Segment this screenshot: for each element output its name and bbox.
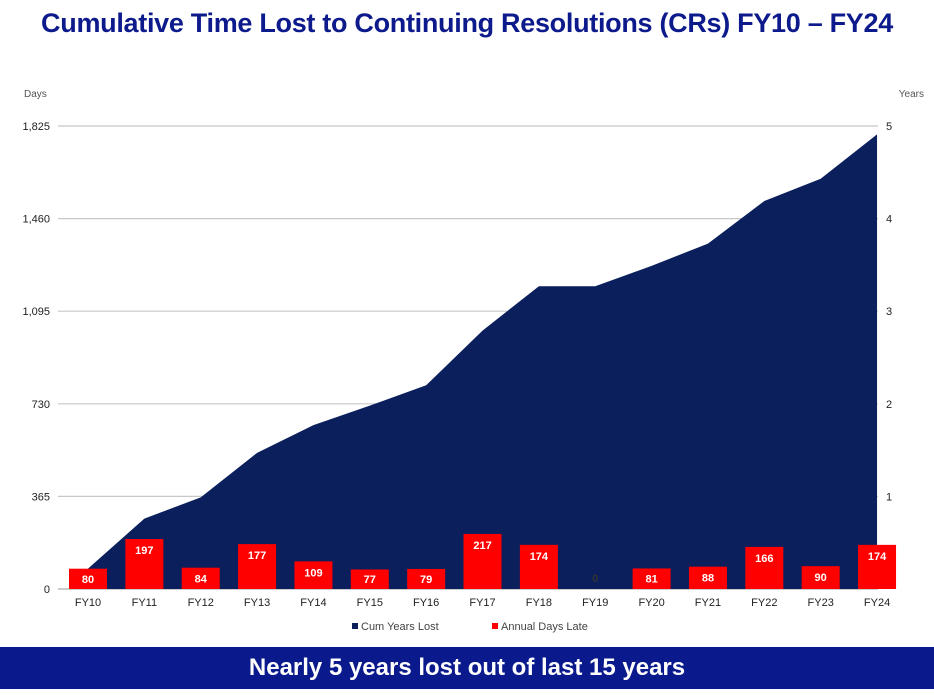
bar-value-label: 80 xyxy=(82,574,94,586)
bar-value-label: 88 xyxy=(702,573,714,585)
y-right-tick-label: 4 xyxy=(886,214,892,226)
annual-days-late-bar xyxy=(519,544,558,589)
annual-days-late-bar xyxy=(294,561,333,589)
bar-value-label: 84 xyxy=(195,573,208,585)
bar-value-label: 166 xyxy=(755,553,773,565)
annual-days-late-bar xyxy=(181,567,220,589)
summary-banner: Nearly 5 years lost out of last 15 years xyxy=(0,647,934,689)
annual-days-late-bar xyxy=(125,539,164,589)
bar-value-label: 174 xyxy=(530,551,549,563)
y-left-tick-label: 1,095 xyxy=(22,306,50,318)
annual-days-late-bar xyxy=(69,568,107,589)
bar-value-label: 81 xyxy=(645,574,657,586)
bar-value-label: 77 xyxy=(364,574,376,586)
y-right-unit-label: Years xyxy=(899,89,924,100)
x-tick-label: FY16 xyxy=(413,597,439,609)
axis-labels-layer: 1,825 1,460 1,095 730 365 0 5 4 3 2 1 FY10 FY11 FY12 F… xyxy=(22,121,892,609)
y-left-tick-label: 1,460 xyxy=(22,214,50,226)
x-tick-label: FY22 xyxy=(751,597,777,609)
bar-series-layer: 80 197 84 177 109 77 79 217 174 0 81 88 166 90 174 xyxy=(69,533,897,589)
y-right-tick-label: 2 xyxy=(886,399,892,411)
bar-value-label: 197 xyxy=(135,545,153,557)
legend-label-bar: Annual Days Late xyxy=(501,621,588,633)
bar-value-label: 217 xyxy=(473,540,491,552)
annual-days-late-bar xyxy=(238,544,277,589)
legend-swatch-area xyxy=(352,623,358,629)
x-tick-label: FY15 xyxy=(357,597,383,609)
legend: Cum Years Lost Annual Days Late xyxy=(352,621,588,633)
x-tick-label: FY24 xyxy=(864,597,890,609)
legend-label-area: Cum Years Lost xyxy=(361,621,439,633)
x-tick-label: FY19 xyxy=(582,597,608,609)
annual-days-late-bar xyxy=(858,544,897,589)
cum-years-lost-area xyxy=(88,134,878,590)
x-tick-label: FY13 xyxy=(244,597,270,609)
annual-days-late-bar xyxy=(632,568,671,589)
bar-value-label: 177 xyxy=(248,550,266,562)
annual-days-late-bar xyxy=(801,566,840,589)
x-tick-label: FY14 xyxy=(300,597,326,609)
bar-value-label: 0 xyxy=(592,573,598,585)
x-tick-label: FY18 xyxy=(526,597,552,609)
annual-days-late-bar xyxy=(350,569,389,589)
bar-value-label: 174 xyxy=(868,551,887,563)
bar-value-label: 109 xyxy=(304,567,322,579)
area-series-layer xyxy=(88,134,878,590)
legend-swatch-bar xyxy=(492,623,498,629)
chart-canvas: 80 197 84 177 109 77 79 217 174 0 81 88 166 90 174 1,8… xyxy=(22,89,924,633)
y-left-tick-label: 1,825 xyxy=(22,121,50,133)
y-right-tick-label: 3 xyxy=(886,306,892,318)
x-tick-label: FY11 xyxy=(132,597,157,609)
y-right-tick-label: 5 xyxy=(886,121,892,133)
bar-value-label: 90 xyxy=(815,572,827,584)
chart-title: Cumulative Time Lost to Continuing Resol… xyxy=(41,8,893,38)
y-right-tick-label: 1 xyxy=(886,491,892,503)
annual-days-late-bar xyxy=(407,568,446,589)
y-left-tick-label: 365 xyxy=(32,491,50,503)
y-left-unit-label: Days xyxy=(24,89,47,100)
y-left-tick-label: 730 xyxy=(32,399,50,411)
bar-value-label: 79 xyxy=(420,574,432,586)
x-tick-label: FY21 xyxy=(695,597,721,609)
annual-days-late-bar xyxy=(463,533,502,589)
x-tick-label: FY20 xyxy=(638,597,664,609)
x-tick-label: FY10 xyxy=(75,597,101,609)
x-tick-label: FY23 xyxy=(808,597,834,609)
x-tick-label: FY17 xyxy=(469,597,495,609)
annual-days-late-bar xyxy=(745,546,784,589)
annual-days-late-bar xyxy=(688,566,727,589)
x-tick-label: FY12 xyxy=(188,597,214,609)
y-left-tick-label: 0 xyxy=(44,584,50,596)
